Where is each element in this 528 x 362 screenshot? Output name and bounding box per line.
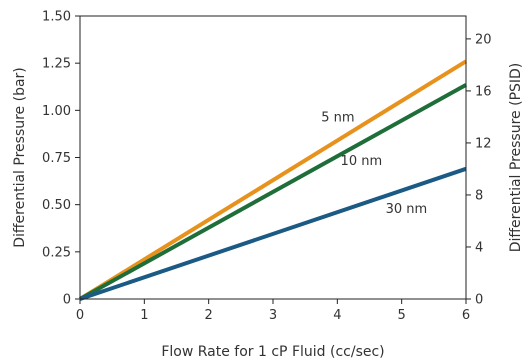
x-tick-label: 0 <box>76 308 84 323</box>
x-tick-label: 5 <box>398 308 406 323</box>
right-tick-label: 0 <box>475 293 483 308</box>
series-line-3 <box>79 166 467 301</box>
series-lines <box>78 59 468 301</box>
right-axis-label: Differential Pressure (PSID) <box>508 63 524 253</box>
series-line-1 <box>78 59 468 301</box>
left-axis-ticks: 0 0.25 0.50 0.75 1.00 1.25 1.50 <box>42 10 80 308</box>
left-axis-label: Differential Pressure (bar) <box>12 67 28 248</box>
right-axis-ticks: 0 4 8 12 16 20 <box>466 32 492 308</box>
right-tick-label: 8 <box>475 188 483 203</box>
x-tick-label: 6 <box>462 308 470 323</box>
x-tick-label: 2 <box>205 308 213 323</box>
x-axis-label: Flow Rate for 1 cP Fluid (cc/sec) <box>161 344 384 360</box>
right-tick-label: 4 <box>475 240 483 255</box>
x-tick-label: 3 <box>269 308 277 323</box>
left-tick-label: 1.50 <box>42 10 71 25</box>
left-tick-label: 1.00 <box>42 104 71 119</box>
right-tick-label: 16 <box>475 84 492 99</box>
x-tick-label: 1 <box>140 308 148 323</box>
right-tick-label: 20 <box>475 32 492 47</box>
x-axis-ticks: 0 1 2 3 4 5 6 <box>76 299 470 323</box>
right-tick-label: 12 <box>475 136 492 151</box>
left-tick-label: 0.50 <box>42 198 71 213</box>
left-tick-label: 0.75 <box>42 151 71 166</box>
left-tick-label: 0 <box>63 293 71 308</box>
series-labels: 5 nm 10 nm 30 nm <box>321 111 427 218</box>
x-tick-label: 4 <box>333 308 341 323</box>
plot-frame <box>79 15 467 300</box>
left-tick-label: 0.25 <box>42 245 71 260</box>
series-label-3: 30 nm <box>386 202 428 217</box>
series-label-1: 5 nm <box>321 111 354 126</box>
left-tick-label: 1.25 <box>42 57 71 72</box>
series-line-2 <box>79 83 467 301</box>
series-label-2: 10 nm <box>341 154 383 169</box>
